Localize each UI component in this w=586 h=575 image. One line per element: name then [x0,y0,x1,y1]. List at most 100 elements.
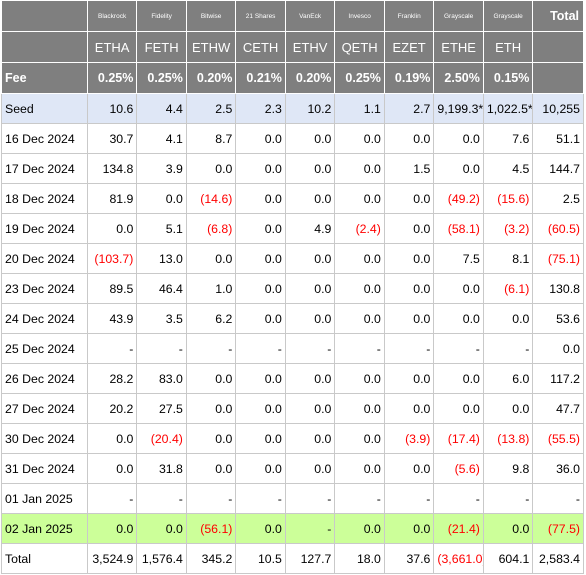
row-total: 53.6 [532,303,584,334]
flow-cell: 46.4 [136,273,187,304]
flow-cell: 0.0 [235,423,286,454]
ticker-label: CETH [235,31,286,63]
row-total: - [532,483,584,514]
flow-cell: - [383,483,435,514]
flow-cell: 0.0 [185,363,237,394]
flow-cell: - [284,513,336,544]
ticker-label: ETHA [86,31,138,63]
row-date: 25 Dec 2024 [1,333,88,364]
flow-cell: 0.0 [185,393,237,424]
table-row: 17 Dec 2024 134.8 3.9 0.0 0.0 0.0 0.0 1.5 0.0 4.5… [1,153,584,184]
flow-cell: 28.2 [86,363,138,394]
table-row: 18 Dec 2024 81.9 0.0 (14.6) 0.0 0.0 0.0 0.0 (49.… [1,183,584,214]
flow-cell: 8.1 [482,243,534,274]
flow-cell: 0.0 [284,243,336,274]
flow-cell: 0.0 [235,243,286,274]
row-date: 31 Dec 2024 [1,453,88,484]
flow-cell: 3.9 [136,153,187,184]
flow-cell: 27.5 [136,393,187,424]
flow-cell: 4.9 [284,213,336,244]
flow-cell: 0.0 [383,393,435,424]
flow-cell: 83.0 [136,363,187,394]
flow-cell: 0.0 [185,153,237,184]
row-date: 02 Jan 2025 [1,513,88,544]
flow-cell: 0.0 [334,303,385,334]
row-date: 24 Dec 2024 [1,303,88,334]
flow-cell: - [433,333,484,364]
flow-cell: (2.4) [334,213,385,244]
total-cell: 604.1 [482,543,534,574]
flow-cell: (14.6) [185,183,237,214]
flow-cell: - [235,333,286,364]
flow-cell: - [185,333,237,364]
flow-cell: 0.0 [284,453,336,484]
flow-cell: - [334,333,385,364]
fee-value: 0.25% [334,62,385,94]
flow-cell: 0.0 [235,213,286,244]
flow-cell: - [482,333,534,364]
flow-cell: 0.0 [383,123,435,154]
table-row: 19 Dec 2024 0.0 5.1 (6.8) 0.0 4.9 (2.4) 0.0 (58.… [1,213,584,244]
table-header: Blackrock Fidelity Bitwise 21 Shares Van… [1,0,584,94]
flow-cell: 0.0 [334,453,385,484]
flow-cell: 1,022.5* [482,93,534,124]
flow-cell: 0.0 [433,273,484,304]
flow-cell: (15.6) [482,183,534,214]
table-row: Seed 10.6 4.4 2.5 2.3 10.2 1.1 2.7 9,199.3* 1,022… [1,93,584,124]
totals-label: Total [1,543,88,574]
flow-cell: 4.4 [136,93,187,124]
row-total: 10,255 [532,93,584,124]
table-row: 27 Dec 2024 20.2 27.5 0.0 0.0 0.0 0.0 0.0 0.0 0.0… [1,393,584,424]
flow-cell: (5.6) [433,453,484,484]
flow-cell: (3.9) [383,423,435,454]
totals-row: Total 3,524.9 1,576.4 345.2 10.5 127.7 18.0 37.… [1,543,584,574]
flow-cell: 2.5 [185,93,237,124]
flow-cell: 20.2 [86,393,138,424]
row-total: 117.2 [532,363,584,394]
ticker-label: ETH [482,31,534,63]
flow-cell: 9.8 [482,453,534,484]
total-column-header: Total [532,0,584,32]
fee-value: 0.20% [284,62,336,94]
flow-cell: 0.0 [284,423,336,454]
row-total: (77.5) [532,513,584,544]
flow-cell: 0.0 [433,393,484,424]
flow-cell: 1.5 [383,153,435,184]
table-row: 23 Dec 2024 89.5 46.4 1.0 0.0 0.0 0.0 0.0 0.0 (6.… [1,273,584,304]
flow-cell: - [136,333,187,364]
flow-cell: 0.0 [185,423,237,454]
flow-cell: 0.0 [86,423,138,454]
flow-cell: 0.0 [383,243,435,274]
row-total: 2.5 [532,183,584,214]
fee-value: 0.21% [235,62,286,94]
flow-cell: 0.0 [185,243,237,274]
flow-cell: (6.8) [185,213,237,244]
row-total: 36.0 [532,453,584,484]
flow-cell: 0.0 [284,183,336,214]
issuer-name: Grayscale [482,0,534,32]
flow-cell: 0.0 [482,303,534,334]
flow-cell: 0.0 [86,453,138,484]
flow-cell: 43.9 [86,303,138,334]
flow-cell: 0.0 [235,123,286,154]
fee-value: 0.25% [136,62,187,94]
issuer-name: Grayscale [433,0,484,32]
row-date: 17 Dec 2024 [1,153,88,184]
flow-cell: 7.6 [482,123,534,154]
flow-cell: 9,199.3* [433,93,484,124]
fee-value: 0.15% [482,62,534,94]
flow-cell: (17.4) [433,423,484,454]
flow-cell: 0.0 [433,303,484,334]
row-date: 19 Dec 2024 [1,213,88,244]
grand-total: 2,583.4 [532,543,584,574]
flow-cell: - [86,333,138,364]
flow-cell: 0.0 [284,303,336,334]
row-total: 130.8 [532,273,584,304]
fee-row: Fee 0.25% 0.25% 0.20% 0.21% 0.20% 0.25% … [1,62,584,94]
flow-cell: - [185,483,237,514]
total-cell: 3,524.9 [86,543,138,574]
flow-cell: 0.0 [334,243,385,274]
row-total: 51.1 [532,123,584,154]
flow-cell: (13.8) [482,423,534,454]
